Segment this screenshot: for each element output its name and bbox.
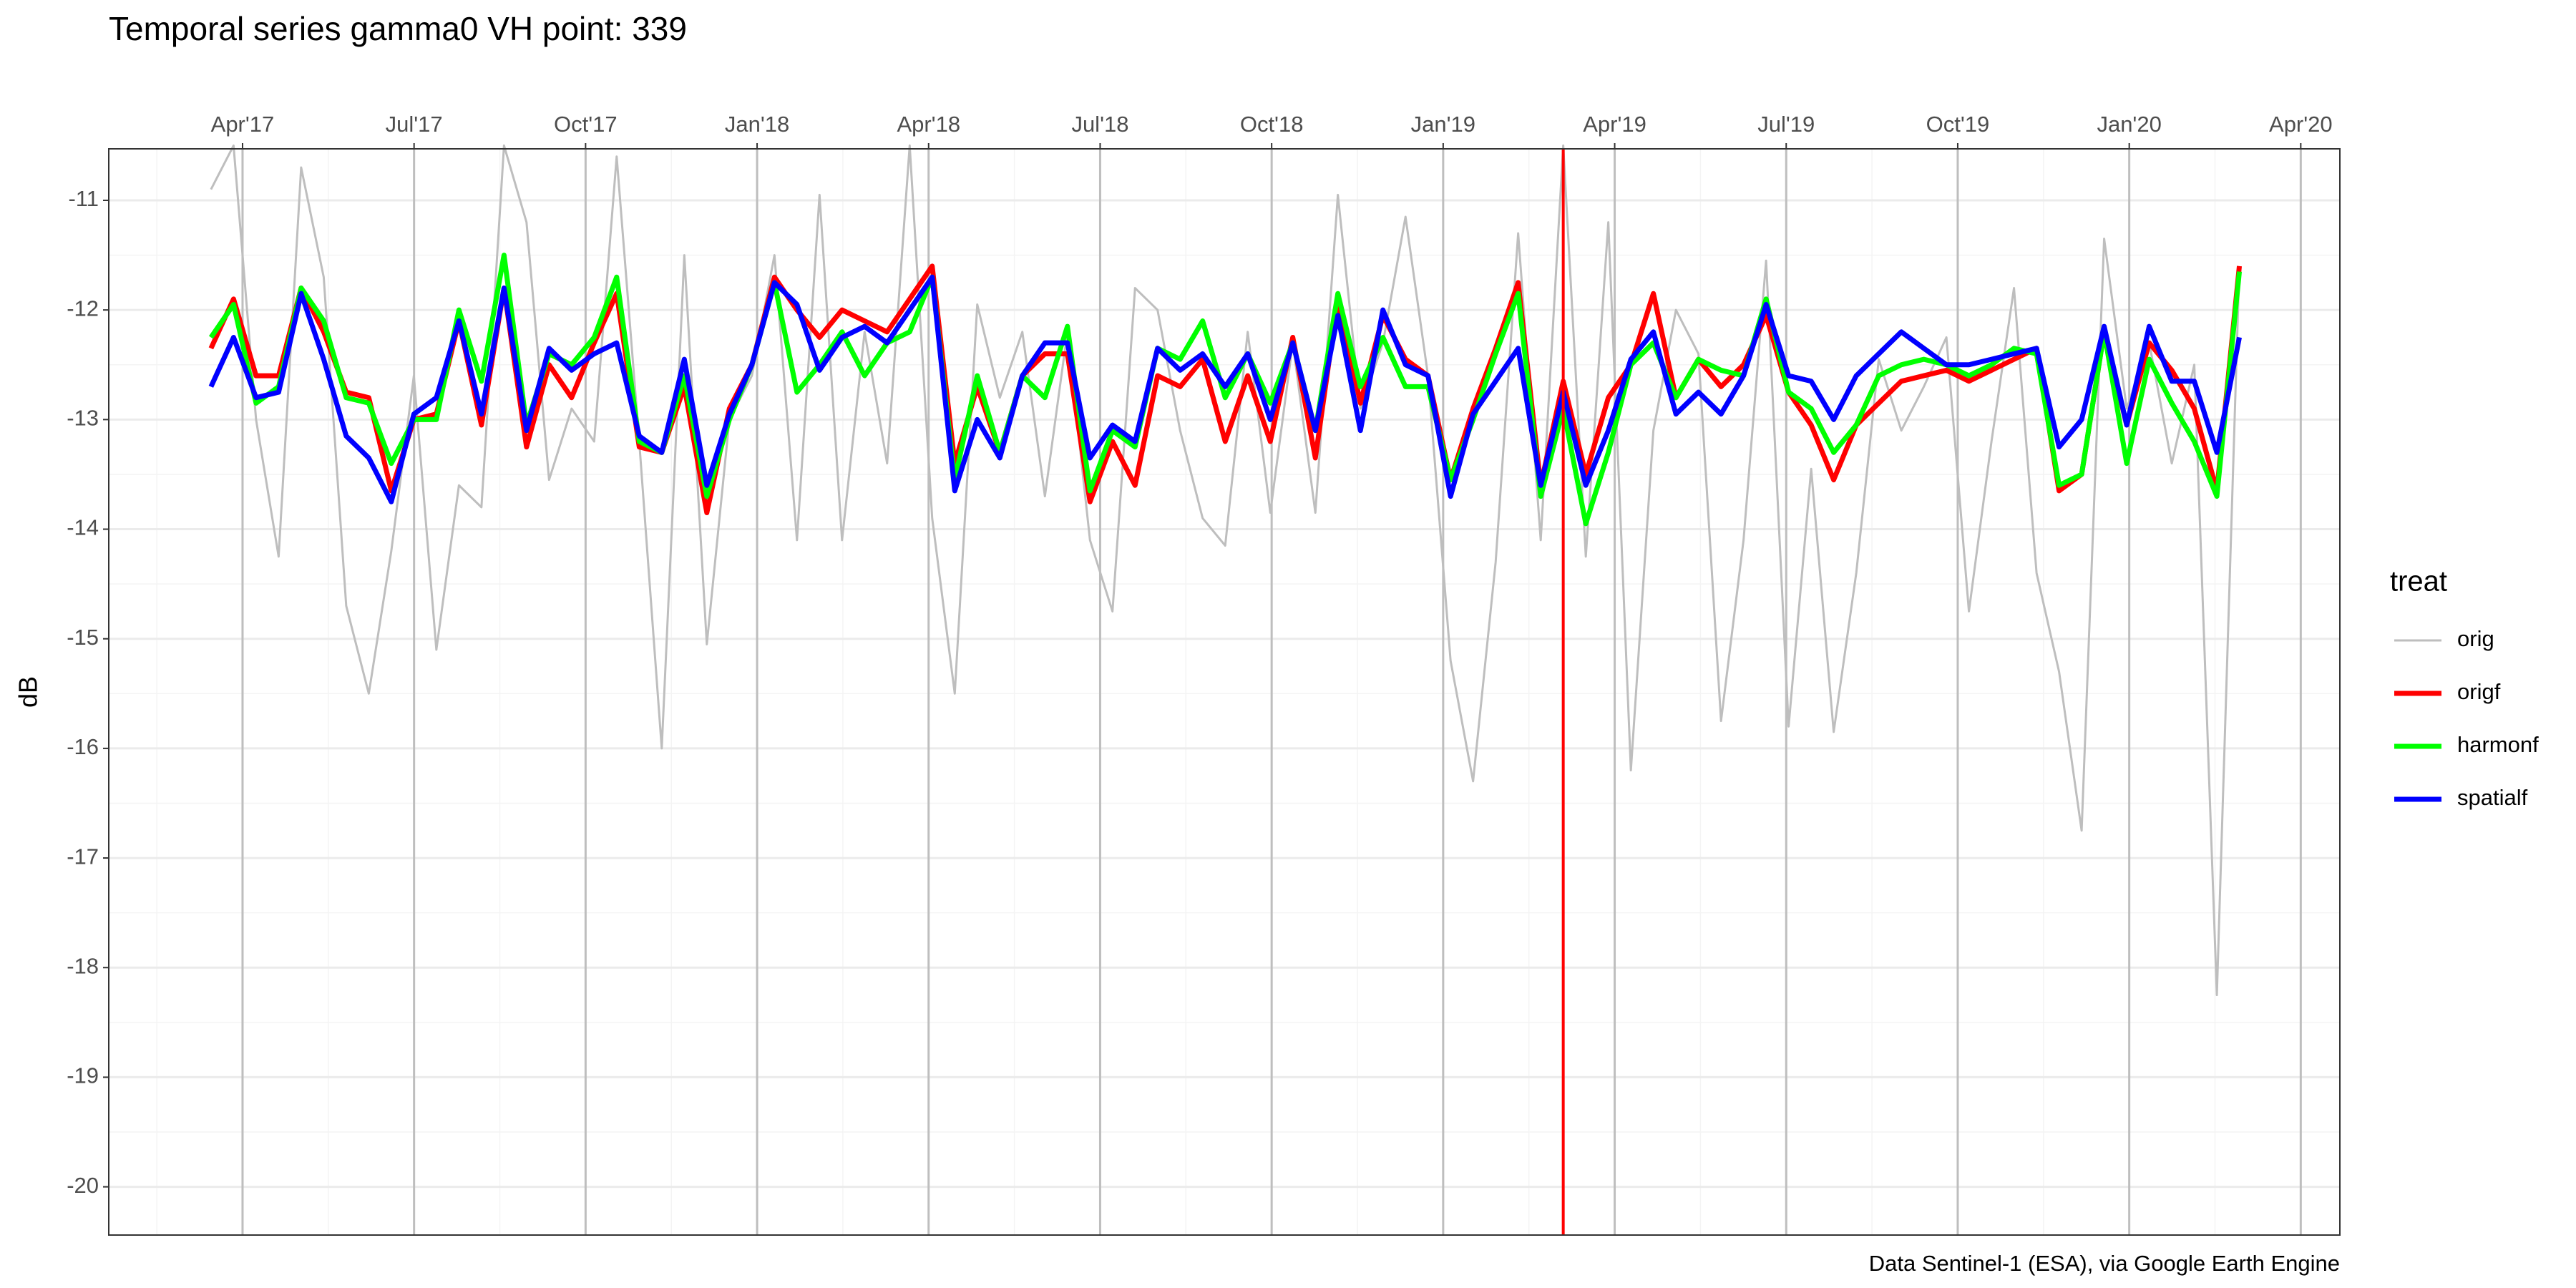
y-tick-label: -12 (67, 296, 99, 321)
y-tick-label: -14 (67, 515, 99, 540)
x-tick-label: Jan'20 (2097, 112, 2161, 137)
y-tick-label: -17 (67, 844, 99, 869)
y-tick-label: -16 (67, 734, 99, 759)
caption: Data Sentinel-1 (ESA), via Google Earth … (1869, 1251, 2340, 1276)
x-tick-label: Oct'17 (554, 112, 618, 137)
x-tick-label: Jan'18 (725, 112, 789, 137)
x-tick-label: Apr'20 (2269, 112, 2333, 137)
x-tick-label: Oct'18 (1240, 112, 1304, 137)
x-tick-label: Apr'18 (897, 112, 960, 137)
y-axis-label: dB (14, 676, 43, 708)
legend-label: orig (2457, 626, 2494, 651)
chart-title: Temporal series gamma0 VH point: 339 (109, 10, 687, 47)
legend-label: spatialf (2457, 785, 2528, 810)
x-tick-label: Jul'19 (1757, 112, 1815, 137)
y-tick-label: -15 (67, 625, 99, 650)
y-tick-label: -13 (67, 406, 99, 431)
x-tick-label: Apr'17 (211, 112, 275, 137)
x-tick-label: Jan'19 (1411, 112, 1475, 137)
y-tick-label: -20 (67, 1173, 99, 1198)
y-tick-label: -18 (67, 953, 99, 978)
series-line (208, 274, 2242, 504)
legend-label: origf (2457, 679, 2501, 704)
x-tick-label: Oct'19 (1926, 112, 1990, 137)
series-line (208, 263, 2243, 516)
plot-panel (109, 149, 2340, 1235)
plot-border (108, 148, 2341, 1236)
series-line (210, 144, 2241, 997)
y-tick-label: -11 (68, 186, 99, 211)
x-tick-label: Jul'17 (386, 112, 443, 137)
y-tick-label: -19 (67, 1063, 99, 1088)
legend-title: treat (2390, 566, 2447, 597)
x-tick-label: Jul'18 (1071, 112, 1128, 137)
legend-label: harmonf (2457, 732, 2539, 757)
x-tick-label: Apr'19 (1583, 112, 1646, 137)
